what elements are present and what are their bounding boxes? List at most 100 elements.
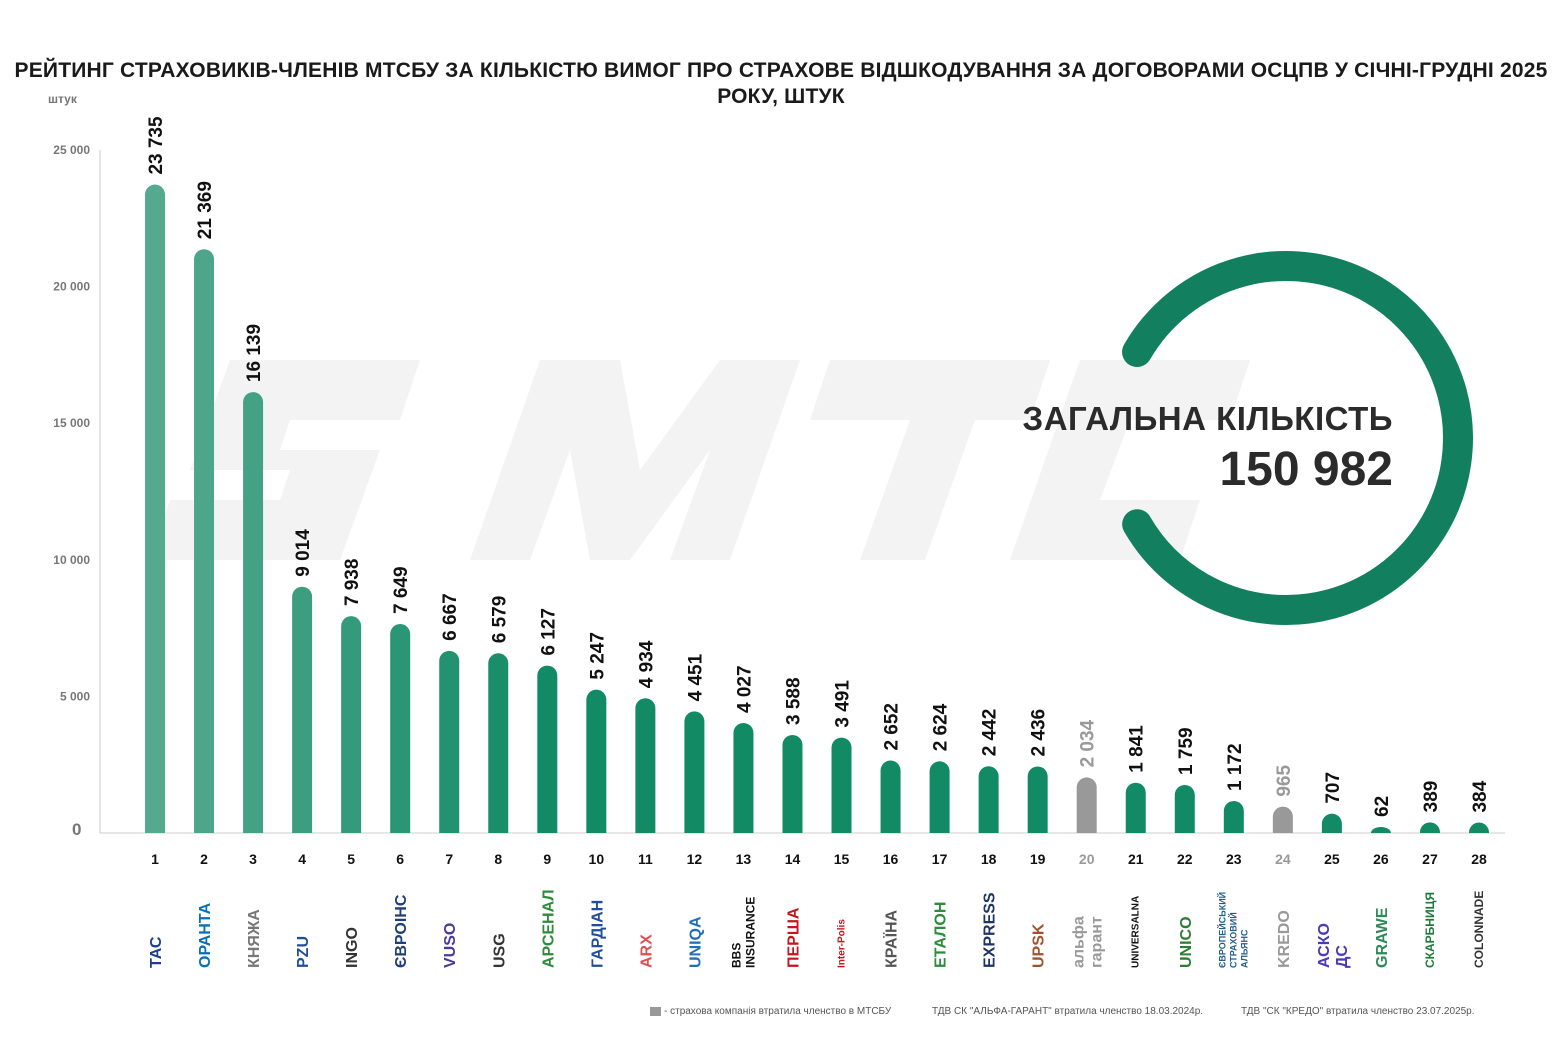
company-logo-text: СТРАХОВИЙ bbox=[1227, 912, 1238, 968]
company-logo-text: АРСЕНАЛ bbox=[540, 889, 557, 968]
rank-label-17: 17 bbox=[932, 851, 948, 867]
rank-label-4: 4 bbox=[298, 851, 306, 867]
rank-label-1: 1 bbox=[151, 851, 159, 867]
company-logo-20: альфа гарант bbox=[1071, 916, 1106, 968]
company-logo-9: АРСЕНАЛ bbox=[540, 889, 557, 968]
company-logo-4: PZU bbox=[295, 936, 312, 968]
company-logo-25: АСКО ДС bbox=[1316, 923, 1351, 968]
rank-label-26: 26 bbox=[1373, 851, 1389, 867]
y-tick-label: 0 bbox=[72, 820, 81, 839]
value-label-15: 3 491 bbox=[833, 680, 854, 728]
company-logo-text: СКАРБНИЦЯ bbox=[1423, 892, 1437, 968]
company-logo-text: ПЕРША bbox=[785, 907, 802, 968]
value-label-8: 6 579 bbox=[489, 596, 510, 644]
value-label-21: 1 841 bbox=[1127, 725, 1148, 773]
company-logo-2: ОРАНТА bbox=[197, 902, 214, 968]
rank-label-5: 5 bbox=[347, 851, 355, 867]
value-label-24: 965 bbox=[1274, 765, 1295, 797]
value-label-13: 4 027 bbox=[734, 665, 755, 713]
company-logo-3: КНЯЖА bbox=[246, 909, 263, 968]
value-label-25: 707 bbox=[1323, 772, 1344, 804]
rank-label-10: 10 bbox=[589, 851, 605, 867]
company-logo-text: ARX bbox=[638, 934, 655, 968]
company-logo-text: альфа bbox=[1071, 916, 1088, 968]
bar-28 bbox=[1469, 822, 1489, 833]
bar-6 bbox=[390, 624, 411, 833]
company-logo-18: EXPRESS bbox=[982, 892, 999, 968]
value-label-3: 16 139 bbox=[244, 324, 265, 382]
y-tick-label: 15 000 bbox=[53, 416, 90, 430]
value-label-6: 7 649 bbox=[391, 566, 412, 614]
company-logo-23: ЄВРОПЕЙСЬКИЙ СТРАХОВИЙ АЛЬЯНС bbox=[1216, 892, 1249, 968]
y-tick-label: 20 000 bbox=[53, 280, 90, 294]
company-logo-10: ГАРДІАН bbox=[589, 900, 606, 968]
rank-label-7: 7 bbox=[445, 851, 453, 867]
bar-11 bbox=[635, 698, 656, 833]
bar-12 bbox=[684, 711, 705, 833]
company-logo-text: KREDO bbox=[1276, 910, 1293, 968]
bar-20 bbox=[1076, 777, 1097, 833]
bar-2 bbox=[194, 249, 215, 833]
bar-22 bbox=[1174, 784, 1195, 833]
company-logo-text: ОРАНТА bbox=[197, 902, 214, 968]
rank-label-22: 22 bbox=[1177, 851, 1193, 867]
value-label-28: 384 bbox=[1470, 780, 1491, 812]
value-label-16: 2 652 bbox=[882, 703, 903, 751]
company-logo-24: KREDO bbox=[1276, 910, 1293, 968]
company-logo-text: PZU bbox=[295, 936, 312, 968]
total-ring bbox=[1099, 251, 1473, 625]
bar-21 bbox=[1125, 782, 1146, 833]
company-logo-19: UPSK bbox=[1031, 923, 1048, 968]
bar-5 bbox=[341, 616, 362, 833]
value-label-19: 2 436 bbox=[1029, 709, 1050, 757]
bar-1 bbox=[145, 184, 165, 833]
company-logo-text: Inter-Polis bbox=[837, 919, 848, 968]
bar-14 bbox=[782, 734, 803, 833]
company-logo-text: UNIQA bbox=[687, 916, 704, 968]
value-label-17: 2 624 bbox=[931, 703, 952, 751]
value-label-1: 23 735 bbox=[146, 116, 167, 175]
watermark-shape-c bbox=[1010, 360, 1250, 560]
rank-label-28: 28 bbox=[1471, 851, 1487, 867]
bar-24 bbox=[1272, 806, 1293, 833]
value-label-2: 21 369 bbox=[195, 181, 216, 239]
y-tick-label: 25 000 bbox=[53, 143, 90, 157]
company-logo-1: ТАС bbox=[148, 936, 165, 968]
rank-label-6: 6 bbox=[396, 851, 404, 867]
company-logo-21: UNIVERSALNA bbox=[1131, 896, 1142, 968]
value-label-9: 6 127 bbox=[538, 608, 559, 656]
value-label-26: 62 bbox=[1372, 796, 1393, 817]
value-label-20: 2 034 bbox=[1078, 719, 1099, 767]
rank-label-9: 9 bbox=[543, 851, 551, 867]
company-logo-text: BBS bbox=[729, 943, 743, 968]
company-logo-text: GRAWE bbox=[1374, 907, 1391, 968]
company-logo-15: Inter-Polis bbox=[837, 919, 848, 968]
watermark-logo bbox=[150, 360, 1250, 560]
company-logo-13: BBS INSURANCE bbox=[729, 897, 757, 968]
bar-3 bbox=[243, 392, 264, 833]
company-logo-text: COLONNADE bbox=[1472, 891, 1486, 968]
company-logo-text: АСКО bbox=[1316, 923, 1333, 968]
company-logo-text: ТАС bbox=[148, 936, 165, 968]
value-label-14: 3 588 bbox=[783, 677, 804, 725]
rank-label-14: 14 bbox=[785, 851, 801, 867]
bar-13 bbox=[733, 722, 754, 833]
rank-label-11: 11 bbox=[638, 851, 653, 867]
total-label: ЗАГАЛЬНА КІЛЬКІСТЬ bbox=[1022, 400, 1393, 437]
company-logo-26: GRAWE bbox=[1374, 907, 1391, 968]
y-tick-label: 5 000 bbox=[60, 689, 90, 703]
footnote-kredo: ТДВ "СК "КРЕДО" втратила членство 23.07.… bbox=[1241, 1006, 1475, 1017]
value-label-4: 9 014 bbox=[293, 529, 314, 577]
company-logo-text: ЄВРОІНС bbox=[393, 894, 410, 968]
bar-7 bbox=[439, 650, 460, 833]
rank-label-23: 23 bbox=[1226, 851, 1242, 867]
company-logo-text: INGO bbox=[344, 927, 361, 968]
rank-label-8: 8 bbox=[494, 851, 502, 867]
rank-label-19: 19 bbox=[1030, 851, 1046, 867]
y-axis-unit: штук bbox=[48, 92, 77, 106]
company-logo-12: UNIQA bbox=[687, 916, 704, 968]
rank-label-25: 25 bbox=[1324, 851, 1340, 867]
axes: 0 5 000 10 000 15 000 20 000 25 000 bbox=[53, 143, 1505, 839]
